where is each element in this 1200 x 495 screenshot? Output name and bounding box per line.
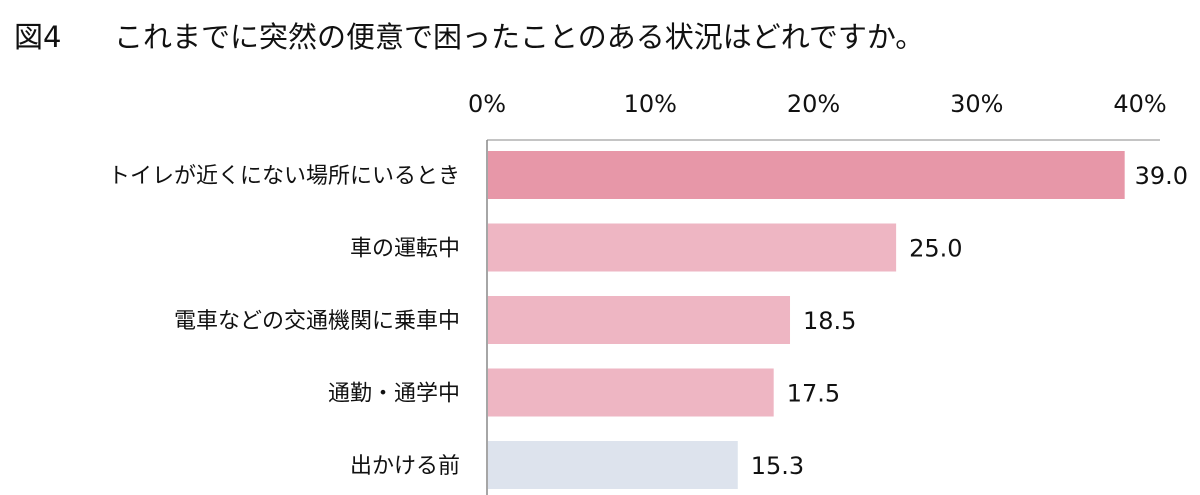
question-text: これまでに突然の便意で困ったことのある状況はどれですか。 [114, 20, 925, 54]
x-tick-label: 10% [624, 90, 677, 118]
value-label: 18.5 [803, 307, 856, 335]
category-label: 車の運転中 [350, 237, 460, 262]
value-labels: 39.0 25.0 18.5 17.5 15.3 [751, 162, 1188, 480]
value-label: 39.0 [1135, 162, 1188, 190]
bar [488, 296, 791, 344]
category-label: トイレが近くにない場所にいるとき [108, 164, 460, 189]
category-label: 電車などの交通機関に乗車中 [174, 309, 460, 334]
chart-title: 図4 これまでに突然の便意で困ったことのある状況はどれですか。 [14, 14, 924, 56]
value-label: 17.5 [787, 380, 840, 408]
value-label: 15.3 [751, 452, 804, 480]
bar [488, 151, 1125, 199]
category-labels: トイレが近くにない場所にいるとき車の運転中電車などの交通機関に乗車中通勤・通学中… [108, 164, 460, 479]
x-tick-label: 0% [468, 90, 506, 118]
bar [488, 368, 774, 417]
x-tick-label: 20% [787, 90, 840, 118]
x-axis-ticks: 0% 10% 20% 30% 40% [468, 90, 1167, 118]
figure-label: 図4 [14, 20, 62, 54]
category-label: 通勤・通学中 [328, 382, 460, 407]
value-label: 25.0 [909, 235, 962, 263]
bar [488, 441, 738, 489]
bars [488, 151, 1125, 489]
x-tick-label: 40% [1113, 90, 1166, 118]
x-tick-label: 30% [950, 90, 1003, 118]
category-label: 出かける前 [350, 454, 460, 479]
bar [488, 223, 897, 272]
